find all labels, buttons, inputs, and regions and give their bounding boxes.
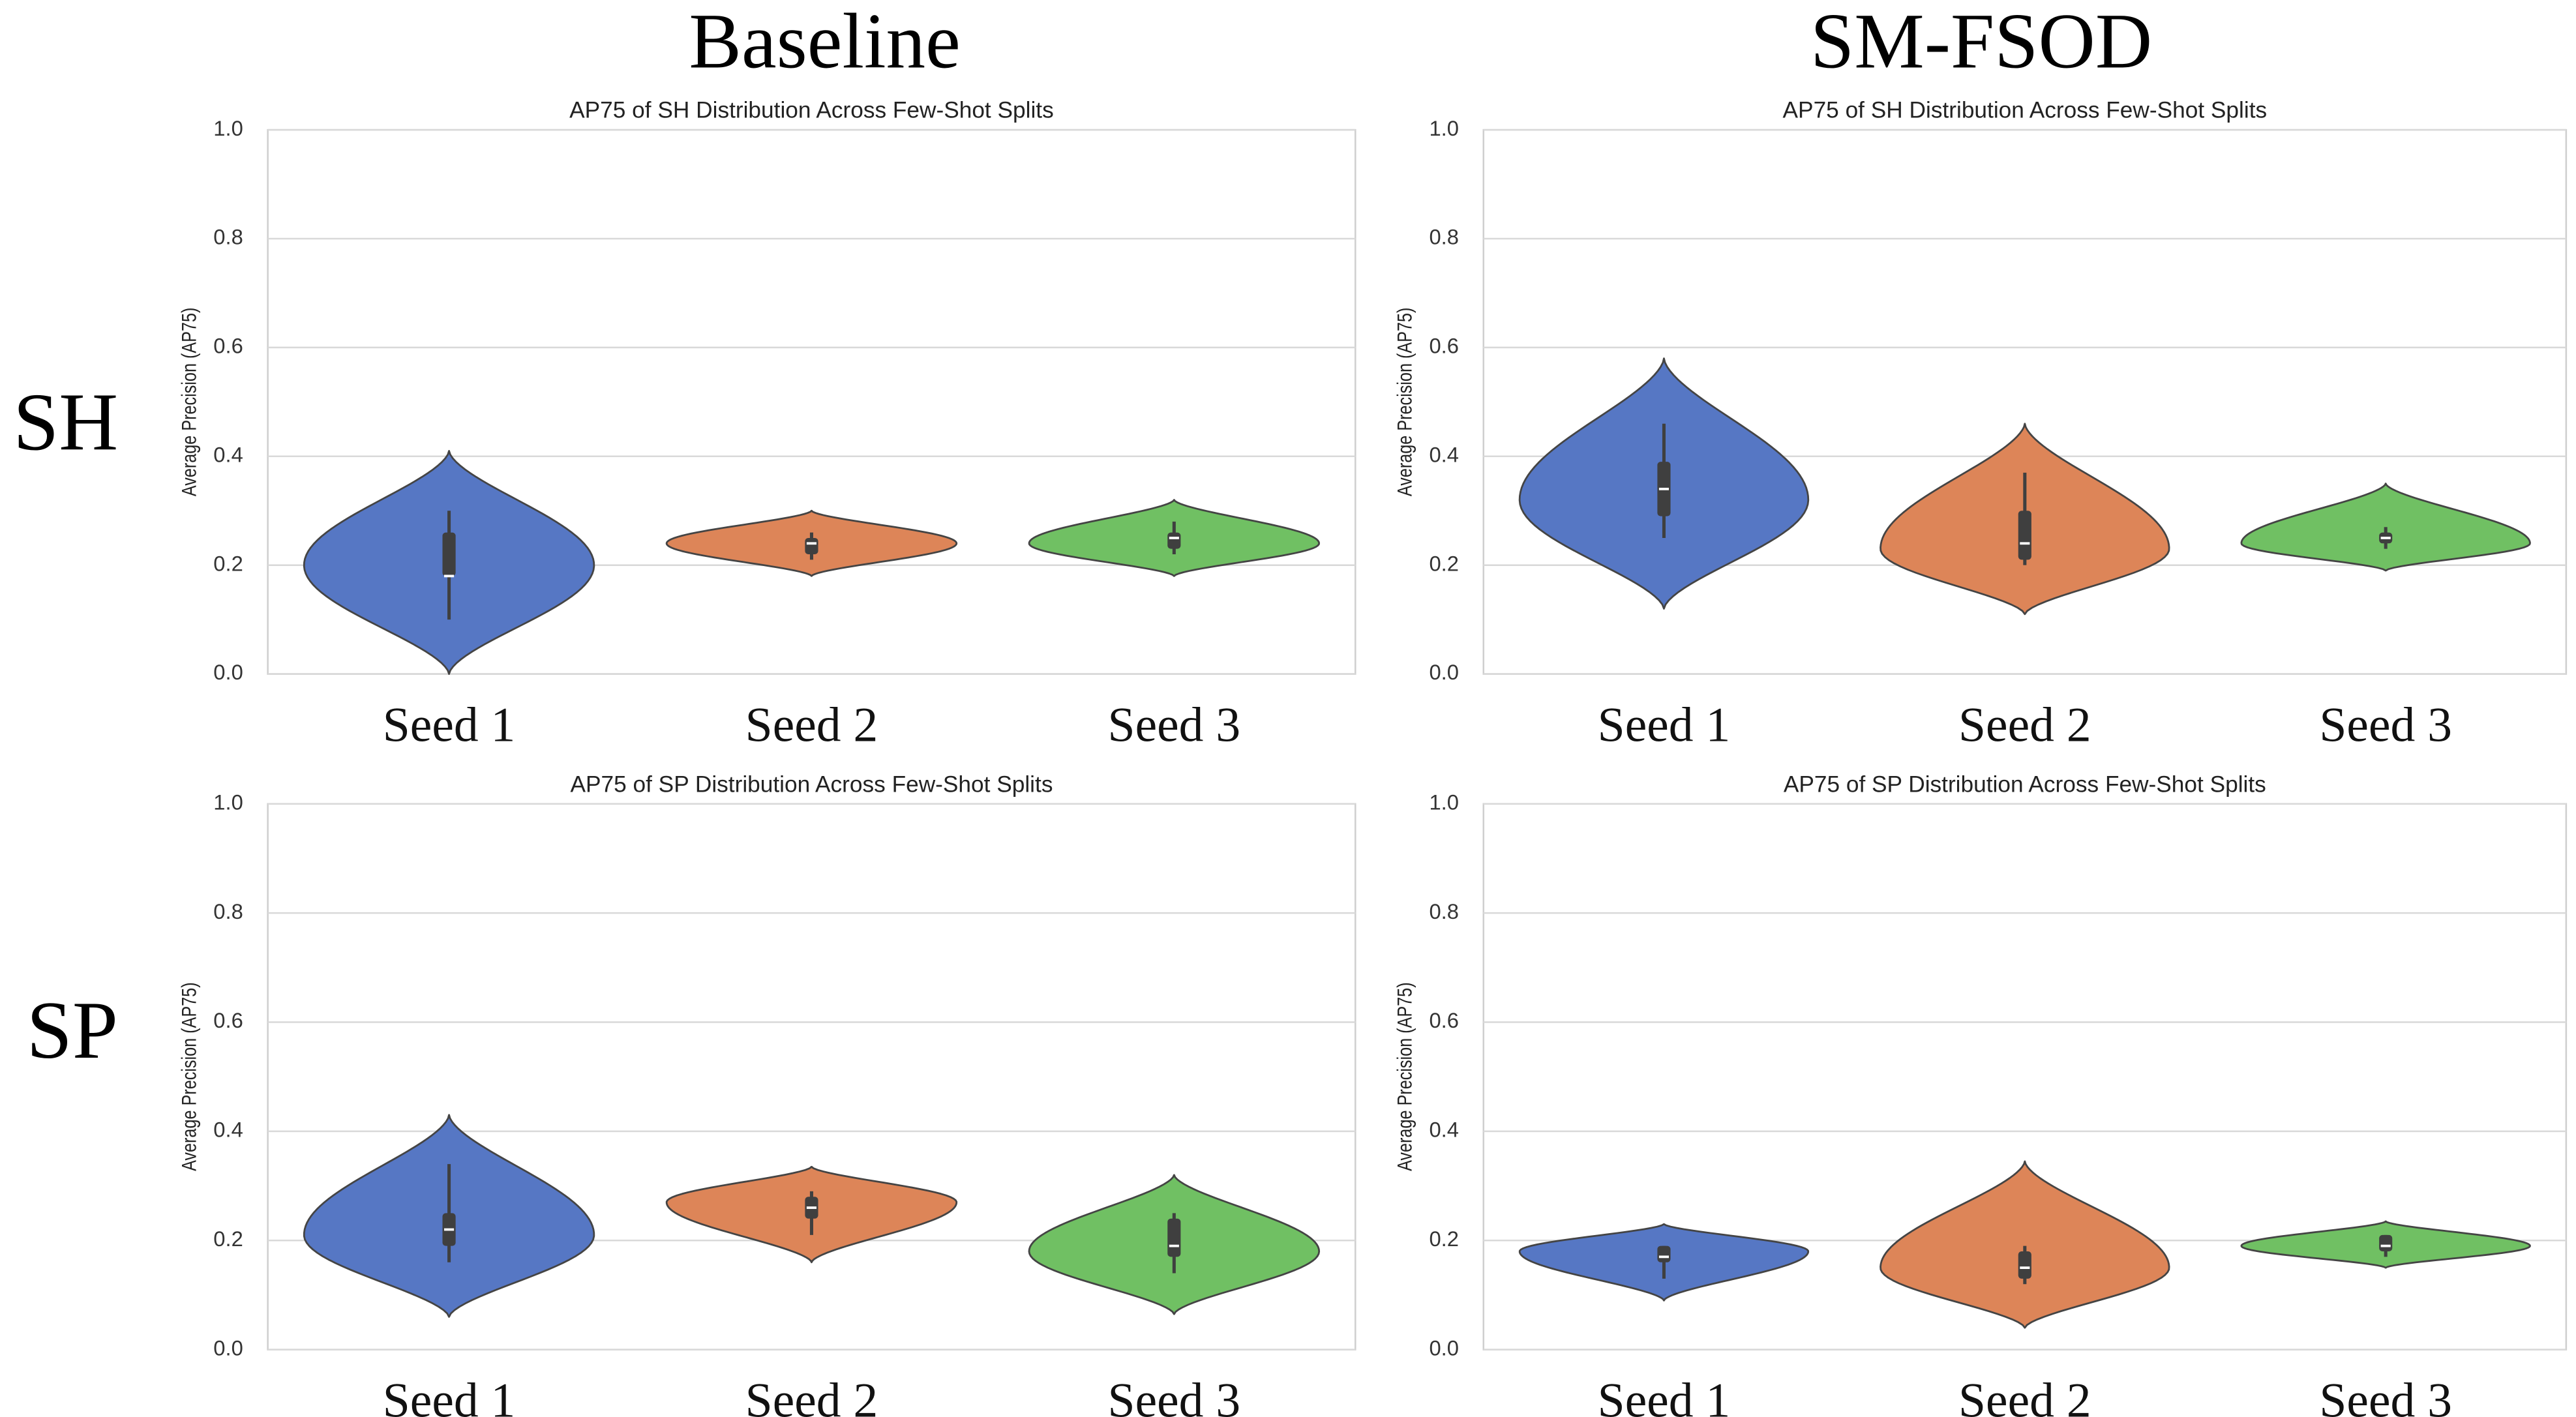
- box: [1167, 532, 1181, 549]
- y-tick-label: 0.8: [1429, 225, 1459, 249]
- y-tick-label: 0.6: [213, 334, 243, 358]
- box: [2018, 511, 2031, 560]
- y-axis-label: Average Precision (AP75): [1394, 982, 1416, 1171]
- y-tick-label: 0.0: [1429, 660, 1459, 684]
- y-tick-label: 0.2: [213, 551, 243, 575]
- violin: [1880, 1160, 2170, 1329]
- y-tick-label: 0.8: [1429, 899, 1459, 923]
- y-tick-label: 0.6: [1429, 334, 1459, 358]
- x-tick-label: Seed 2: [745, 698, 878, 753]
- y-tick-label: 0.4: [1429, 1118, 1459, 1142]
- x-tick-label: Seed 1: [1598, 698, 1731, 753]
- box: [2018, 1251, 2031, 1279]
- column-title: SM-FSOD: [1810, 0, 2152, 85]
- y-axis-label: Average Precision (AP75): [178, 308, 201, 497]
- y-tick-label: 0.2: [1429, 551, 1459, 575]
- row-title: SP: [27, 985, 118, 1076]
- column-title: Baseline: [689, 0, 960, 85]
- panel-title: AP75 of SH Distribution Across Few-Shot …: [569, 98, 1054, 123]
- y-tick-label: 0.4: [213, 442, 243, 466]
- y-tick-label: 0.4: [213, 1118, 243, 1142]
- box: [805, 537, 818, 554]
- panel: 0.0 0.2 0.4 0.6 0.8 1.0 AP75 of SH Distributio…: [178, 98, 1356, 753]
- x-tick-label: Seed 2: [1958, 698, 2091, 753]
- panel-title: AP75 of SH Distribution Across Few-Shot …: [1783, 98, 2268, 123]
- x-tick-label: Seed 3: [2319, 698, 2452, 753]
- panel-title: AP75 of SP Distribution Across Few-Shot …: [1784, 771, 2266, 797]
- x-tick-label: Seed 2: [1958, 1374, 2091, 1417]
- y-tick-label: 0.6: [1429, 1008, 1459, 1032]
- x-tick-label: Seed 3: [2319, 1374, 2452, 1417]
- panel: 0.0 0.2 0.4 0.6 0.8 1.0 AP75 of SP Distributio…: [1394, 771, 2568, 1417]
- x-tick-label: Seed 1: [383, 1374, 516, 1417]
- y-tick-label: 0.6: [213, 1008, 243, 1032]
- box: [1167, 1218, 1181, 1257]
- box: [442, 532, 456, 576]
- y-axis-label: Average Precision (AP75): [1394, 308, 1416, 497]
- y-tick-label: 0.2: [1429, 1227, 1459, 1251]
- y-tick-label: 1.0: [1429, 790, 1459, 814]
- y-axis-label: Average Precision (AP75): [178, 982, 201, 1171]
- panel-title: AP75 of SP Distribution Across Few-Shot …: [570, 771, 1053, 797]
- y-tick-label: 0.8: [213, 225, 243, 249]
- y-tick-label: 0.4: [1429, 442, 1459, 466]
- panel: 0.0 0.2 0.4 0.6 0.8 1.0 AP75 of SP Distributio…: [178, 771, 1356, 1417]
- x-tick-label: Seed 1: [383, 698, 516, 753]
- panel: 0.0 0.2 0.4 0.6 0.8 1.0 AP75 of SH Distributio…: [1394, 98, 2568, 753]
- x-tick-label: Seed 2: [745, 1374, 878, 1417]
- y-tick-label: 0.0: [213, 1335, 243, 1360]
- y-tick-label: 1.0: [213, 116, 243, 140]
- y-tick-label: 0.0: [1429, 1335, 1459, 1360]
- y-tick-label: 0.2: [213, 1227, 243, 1251]
- x-tick-label: Seed 1: [1598, 1374, 1731, 1417]
- x-tick-label: Seed 3: [1108, 1374, 1241, 1417]
- violin: [2240, 483, 2531, 572]
- y-tick-label: 0.8: [213, 899, 243, 923]
- y-tick-label: 1.0: [1429, 116, 1459, 140]
- row-title: SH: [13, 377, 118, 468]
- box: [1657, 1245, 1671, 1262]
- y-tick-label: 1.0: [213, 790, 243, 814]
- box: [2379, 1234, 2393, 1251]
- x-tick-label: Seed 3: [1108, 698, 1241, 753]
- y-tick-label: 0.0: [213, 660, 243, 684]
